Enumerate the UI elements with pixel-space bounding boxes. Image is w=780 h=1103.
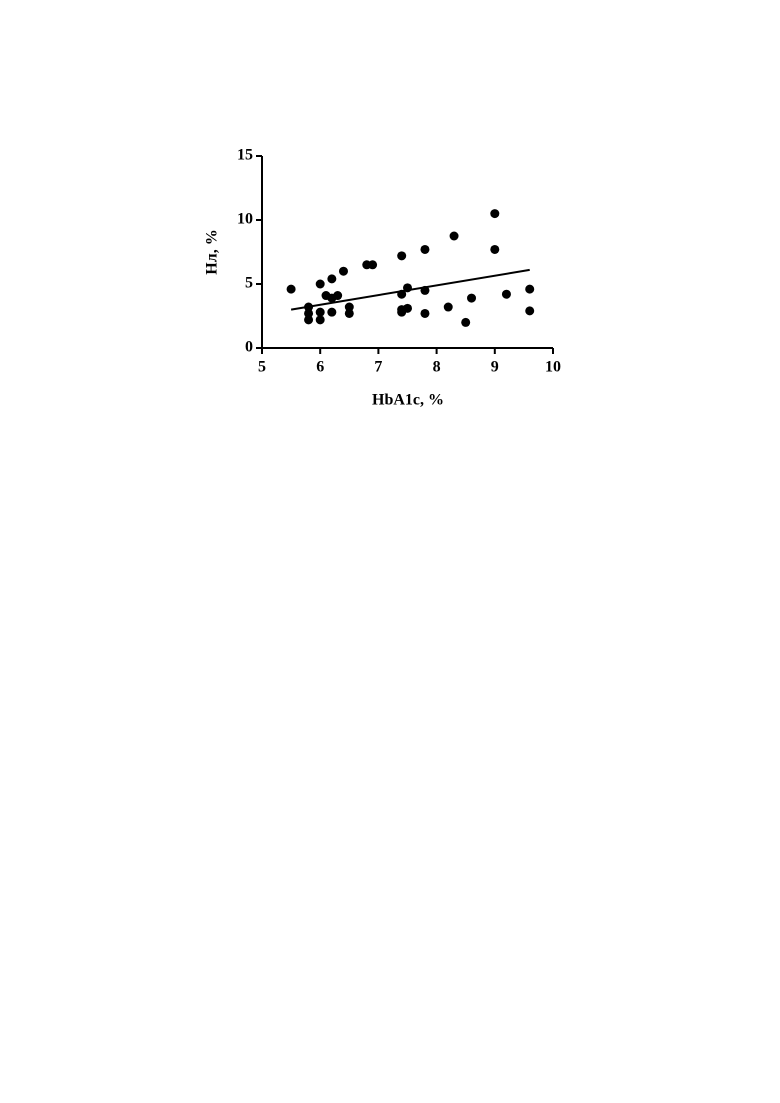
x-tick-label: 9	[491, 359, 499, 376]
point	[316, 308, 325, 317]
point	[327, 274, 336, 283]
point	[502, 290, 511, 299]
point	[368, 260, 377, 269]
point	[444, 303, 453, 312]
y-tick-label: 15	[237, 147, 253, 164]
x-axis-title: HbA1c, %	[372, 392, 444, 409]
point	[450, 232, 459, 241]
point	[339, 267, 348, 276]
y-tick-label: 5	[245, 275, 253, 292]
point	[304, 315, 313, 324]
y-axis-title: Нл, %	[204, 229, 221, 274]
y-tick-label: 10	[237, 211, 253, 228]
x-tick-label: 10	[545, 359, 561, 376]
point	[333, 291, 342, 300]
point	[467, 294, 476, 303]
x-tick-label: 8	[433, 359, 441, 376]
point	[525, 285, 534, 294]
y-tick-label: 0	[245, 339, 253, 356]
x-tick-label: 5	[258, 359, 266, 376]
point	[397, 251, 406, 260]
x-tick-label: 6	[316, 359, 324, 376]
point	[287, 285, 296, 294]
point	[345, 309, 354, 318]
point	[490, 245, 499, 254]
point	[327, 308, 336, 317]
point	[316, 280, 325, 289]
point	[420, 245, 429, 254]
point	[525, 306, 534, 315]
trend-line	[291, 270, 530, 310]
point	[420, 309, 429, 318]
chart: HbA1c, % Нл, % 0510155678910	[0, 0, 780, 1103]
point	[316, 315, 325, 324]
point	[490, 209, 499, 218]
point	[461, 318, 470, 327]
point	[403, 304, 412, 313]
x-tick-label: 7	[374, 359, 382, 376]
